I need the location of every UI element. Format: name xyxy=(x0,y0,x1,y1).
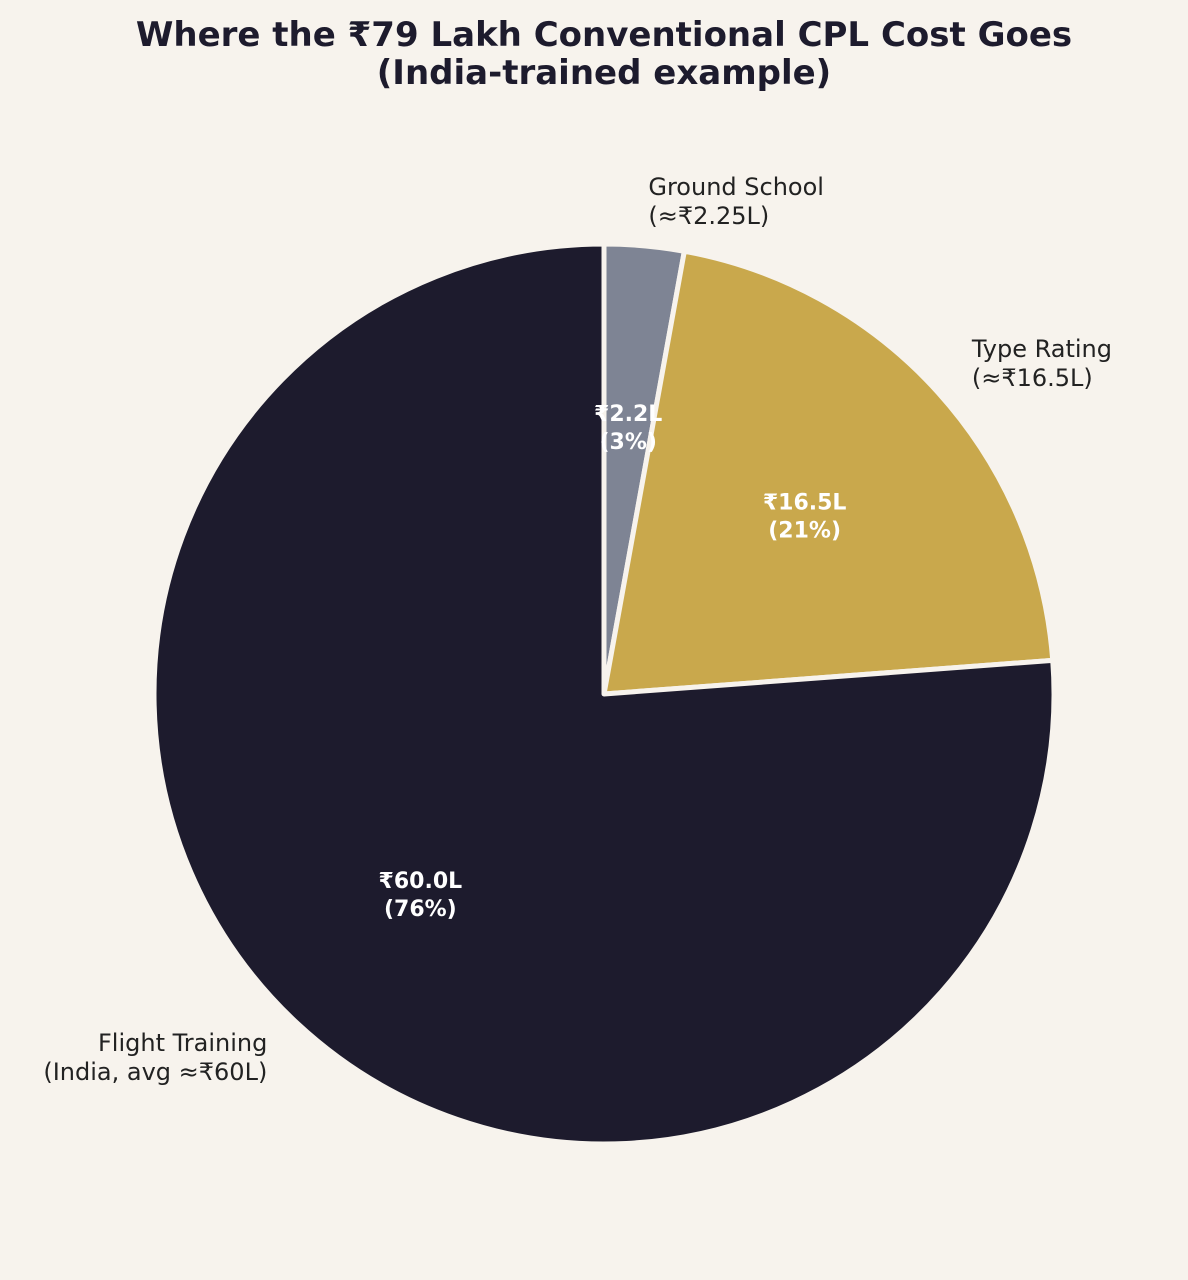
slice-value-label-2: ₹60.0L (76%) xyxy=(379,869,463,922)
chart-subtitle: (India-trained example) xyxy=(376,53,832,93)
chart-title-line1: Where the ₹79 Lakh Conventional CPL Cost… xyxy=(135,15,1073,55)
slice-value-label-0: ₹2.2L (3%) xyxy=(594,402,662,455)
slice-category-label-0: Ground School (≈₹2.25L) xyxy=(648,173,824,230)
slice-value-label-1: ₹16.5L (21%) xyxy=(763,490,847,543)
slice-category-label-2: Flight Training (India, avg ≈₹60L) xyxy=(43,1029,267,1086)
pie-slice-2 xyxy=(151,241,1057,1147)
chart-title: Where the ₹79 Lakh Conventional CPL Cost… xyxy=(0,16,1188,92)
slice-category-label-1: Type Rating (≈₹16.5L) xyxy=(971,335,1112,392)
pie-slice-1 xyxy=(601,248,1056,697)
pie-slices xyxy=(151,241,1057,1147)
pie-labels: ₹2.2L (3%) Ground School (≈₹2.25L) ₹16.5L (21… xyxy=(43,173,1112,1086)
